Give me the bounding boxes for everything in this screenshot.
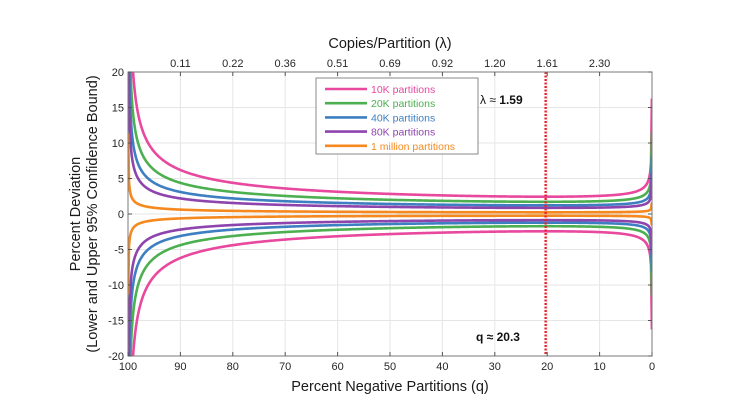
x-tick-label: 50 [384, 361, 396, 373]
y-tick-label: -20 [108, 351, 124, 363]
legend-box [315, 77, 479, 155]
legend-label: 1 million partitions [371, 141, 455, 153]
legend-label: 10K partitions [371, 84, 435, 96]
x-tick-label: 80 [227, 361, 239, 373]
x2-axis-title: Copies/Partition (λ) [328, 36, 451, 52]
lambda-annotation-prefix: λ ≈ [480, 93, 499, 107]
series-upper-40k-partitions [128, 72, 652, 207]
x2-tick-label: 0.11 [170, 58, 191, 70]
x-tick-label: 60 [331, 361, 343, 373]
x-tick-label: 30 [489, 361, 501, 373]
series-upper-1-million-partitions [128, 133, 652, 214]
series-lower-80k-partitions [128, 218, 652, 356]
y-tick-labels: 20 15 10 5 0 -5 -10 -15 -20 [108, 67, 124, 363]
x-tick-label: 90 [174, 361, 186, 373]
x-tick-label: 70 [279, 361, 291, 373]
x2-tick-label: 0.36 [274, 58, 295, 70]
x2-tick-label: 2.30 [589, 58, 610, 70]
q-annotation-value: 20.3 [497, 330, 521, 344]
series-upper-80k-partitions [128, 72, 652, 210]
legend-label: 20K partitions [371, 98, 435, 110]
legend-label: 80K partitions [371, 127, 435, 139]
y-tick-label: 10 [112, 138, 124, 150]
q-annotation-prefix: q ≈ [476, 330, 497, 344]
y-tick-label: 0 [118, 209, 124, 221]
x-tick-label: 10 [593, 361, 605, 373]
y-tick-label: -10 [108, 280, 124, 292]
x-tick-label: 20 [541, 361, 553, 373]
series-lower-40k-partitions [128, 221, 652, 356]
series-lower-20k-partitions [129, 224, 652, 356]
y-tick-label: -15 [108, 316, 124, 328]
lambda-annotation: λ ≈ 1.59 [480, 93, 523, 107]
x2-tick-label: 0.69 [379, 58, 400, 70]
x2-tick-labels: 0.11 0.22 0.36 0.51 0.69 0.92 1.20 1.61 2.30 [170, 58, 610, 70]
series-layer [128, 72, 652, 356]
x-tick-label: 100 [119, 361, 137, 373]
q-annotation: q ≈ 20.3 [476, 330, 520, 344]
x2-tick-label: 1.20 [484, 58, 505, 70]
series-lower-10k-partitions [131, 229, 652, 356]
series-upper-10k-partitions [131, 72, 652, 199]
x-axis-title: Percent Negative Partitions (q) [291, 379, 488, 395]
y-tick-label: 5 [118, 174, 124, 186]
legend-label: 40K partitions [371, 112, 435, 124]
y-tick-label: -5 [114, 245, 124, 257]
y-tick-label: 20 [112, 67, 124, 79]
y-axis-title: Percent Deviation [68, 157, 84, 271]
series-lower-1-million-partitions [128, 214, 652, 295]
axis-ticks [127, 71, 653, 357]
x2-tick-label: 1.61 [536, 58, 557, 70]
x2-tick-label: 0.51 [327, 58, 348, 70]
series-upper-20k-partitions [129, 72, 652, 204]
x-tick-labels: 100 90 80 70 60 50 40 30 20 10 0 [119, 361, 655, 373]
x-tick-label: 0 [649, 361, 655, 373]
x2-tick-label: 0.92 [432, 58, 453, 70]
y-axis-title-line2: (Lower and Upper 95% Confidence Bound) [85, 75, 101, 352]
x-tick-label: 40 [436, 361, 448, 373]
lambda-annotation-value: 1.59 [499, 93, 523, 107]
legend: 10K partitions 20K partitions 40K partitio… [315, 77, 479, 155]
y-tick-label: 15 [112, 103, 124, 115]
x2-tick-label: 0.22 [222, 58, 243, 70]
